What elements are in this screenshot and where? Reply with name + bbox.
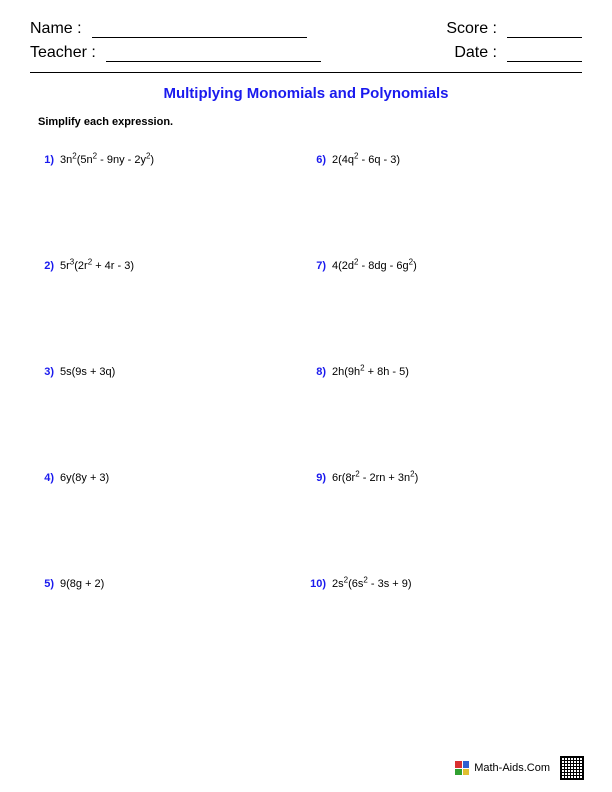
worksheet-page: Name : Score : Teacher : Date : Multiply… xyxy=(0,0,612,792)
problem-number: 10) xyxy=(310,578,326,590)
problem-expression: 6y(8y + 3) xyxy=(60,472,109,484)
footer-logo-icon xyxy=(455,761,469,775)
problem: 1) 3n2(5n2 - 9ny - 2y2) xyxy=(38,154,310,260)
problem-expression: 4(2d2 - 8dg - 6g2) xyxy=(332,260,417,272)
problem-number: 9) xyxy=(310,472,326,484)
score-field: Score : xyxy=(446,20,582,38)
teacher-field: Teacher : xyxy=(30,44,321,62)
date-field: Date : xyxy=(454,44,582,62)
name-label: Name : xyxy=(30,20,82,38)
qr-code-icon xyxy=(560,756,584,780)
problem-expression: 9(8g + 2) xyxy=(60,578,104,590)
date-line xyxy=(507,44,582,62)
problem-expression: 5r3(2r2 + 4r - 3) xyxy=(60,260,134,272)
problem-expression: 6r(8r2 - 2rn + 3n2) xyxy=(332,472,418,484)
name-line xyxy=(92,20,307,38)
footer: Math-Aids.Com xyxy=(455,756,584,780)
problem-number: 6) xyxy=(310,154,326,166)
problem: 3) 5s(9s + 3q) xyxy=(38,366,310,472)
problem-number: 1) xyxy=(38,154,54,166)
header-row-2: Teacher : Date : xyxy=(30,44,582,62)
problem-expression: 2s2(6s2 - 3s + 9) xyxy=(332,578,412,590)
problems-grid: 1) 3n2(5n2 - 9ny - 2y2) 2) 5r3(2r2 + 4r - 3… xyxy=(30,154,582,684)
problem-number: 2) xyxy=(38,260,54,272)
problem: 6) 2(4q2 - 6q - 3) xyxy=(310,154,582,260)
footer-text: Math-Aids.Com xyxy=(474,762,550,774)
score-line xyxy=(507,20,582,38)
problem-number: 8) xyxy=(310,366,326,378)
teacher-line xyxy=(106,44,321,62)
date-label: Date : xyxy=(454,44,497,62)
worksheet-title: Multiplying Monomials and Polynomials xyxy=(30,85,582,102)
problem: 4) 6y(8y + 3) xyxy=(38,472,310,578)
problem: 5) 9(8g + 2) xyxy=(38,578,310,684)
problem-number: 5) xyxy=(38,578,54,590)
score-label: Score : xyxy=(446,20,497,38)
problem-number: 4) xyxy=(38,472,54,484)
problem: 8) 2h(9h2 + 8h - 5) xyxy=(310,366,582,472)
header-row-1: Name : Score : xyxy=(30,20,582,38)
instruction-text: Simplify each expression. xyxy=(38,116,582,128)
problem-expression: 2h(9h2 + 8h - 5) xyxy=(332,366,409,378)
problem-expression: 3n2(5n2 - 9ny - 2y2) xyxy=(60,154,154,166)
problem: 2) 5r3(2r2 + 4r - 3) xyxy=(38,260,310,366)
problem-expression: 5s(9s + 3q) xyxy=(60,366,115,378)
teacher-label: Teacher : xyxy=(30,44,96,62)
name-field: Name : xyxy=(30,20,307,38)
problem: 9) 6r(8r2 - 2rn + 3n2) xyxy=(310,472,582,578)
problem: 7) 4(2d2 - 8dg - 6g2) xyxy=(310,260,582,366)
problem-expression: 2(4q2 - 6q - 3) xyxy=(332,154,400,166)
problem-number: 3) xyxy=(38,366,54,378)
problem: 10) 2s2(6s2 - 3s + 9) xyxy=(310,578,582,684)
header-divider xyxy=(30,72,582,73)
problem-number: 7) xyxy=(310,260,326,272)
